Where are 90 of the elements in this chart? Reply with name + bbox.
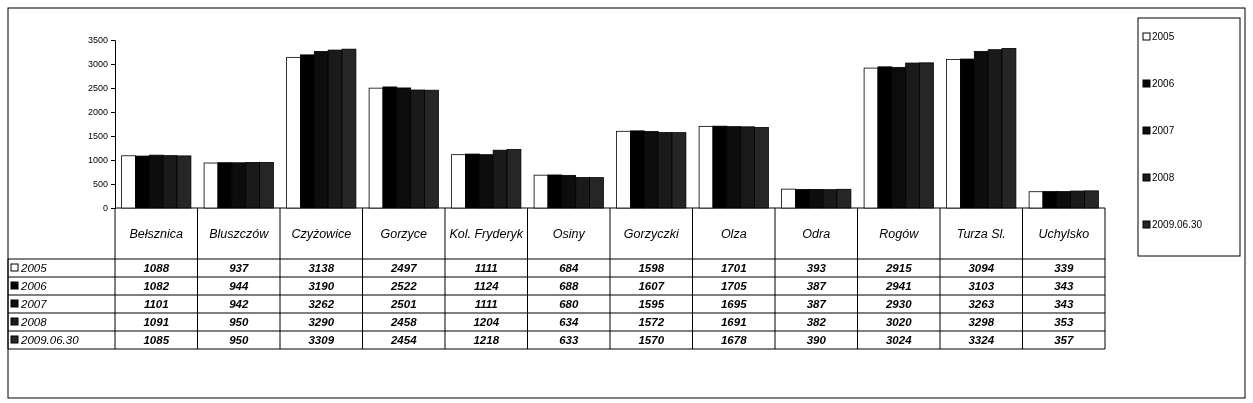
legend-label: 2006 — [1152, 78, 1175, 89]
x-tick-label: Uchylsko — [1038, 227, 1090, 241]
x-tick-label: Rogów — [879, 227, 920, 241]
data-label: 3020 — [885, 316, 913, 328]
data-label: 680 — [559, 298, 579, 310]
data-label: 1101 — [143, 298, 169, 310]
data-label: 343 — [1054, 298, 1074, 310]
data-label: 1598 — [638, 262, 665, 274]
data-label: 3324 — [968, 334, 995, 346]
data-label: 688 — [559, 280, 579, 292]
data-label: 1595 — [638, 298, 665, 310]
text: 2007 — [21, 298, 47, 310]
data-label: 3190 — [308, 280, 335, 292]
data-label: 1701 — [720, 262, 747, 274]
x-tick-label: Gorzyczki — [623, 227, 680, 241]
y-tick-label: 1000 — [87, 155, 108, 166]
data-label: 2497 — [389, 262, 418, 274]
data-label: 1085 — [143, 334, 170, 346]
data-label: 1111 — [474, 298, 498, 310]
data-label: 1572 — [638, 316, 665, 328]
data-label: 387 — [806, 280, 827, 292]
y-tick-label: 1500 — [87, 131, 108, 142]
data-label: 1111 — [474, 262, 498, 274]
x-tick-label: Olza — [720, 227, 747, 241]
data-label: 950 — [229, 334, 249, 346]
data-label: 2941 — [884, 280, 912, 292]
data-label: 1088 — [143, 262, 170, 274]
data-label: 3262 — [308, 298, 335, 310]
legend-label: 2007 — [1152, 125, 1175, 136]
data-label: 1091 — [143, 316, 170, 328]
x-tick-label: Odra — [802, 227, 831, 241]
data-label: 353 — [1054, 316, 1074, 328]
data-label: 393 — [806, 262, 827, 274]
data-label: 3094 — [968, 262, 995, 274]
data-label: 3298 — [968, 316, 995, 328]
data-label: 2930 — [884, 298, 913, 310]
data-label: 1691 — [720, 316, 747, 328]
x-tick-label: Osiny — [552, 227, 586, 241]
y-tick-label: 3500 — [87, 35, 108, 46]
x-tick-label: Kol. Fryderyk — [449, 227, 524, 241]
data-label: 1607 — [638, 280, 665, 292]
data-label: 390 — [806, 334, 827, 346]
legend-label: 2008 — [1152, 172, 1175, 183]
data-label: 1124 — [473, 280, 500, 292]
data-label: 684 — [559, 262, 579, 274]
data-label: 1570 — [638, 334, 665, 346]
x-tick-label: Czyżowice — [291, 227, 352, 241]
data-label: 634 — [559, 316, 579, 328]
text: 2008 — [21, 316, 47, 328]
text: 2009.06.30 — [21, 334, 79, 346]
data-label: 2458 — [389, 316, 418, 328]
legend-label: 2005 — [20, 262, 48, 274]
data-label: 1082 — [143, 280, 170, 292]
data-label: 382 — [806, 316, 827, 328]
x-tick-label: Gorzyce — [380, 227, 428, 241]
x-tick-label: Turza Sl. — [956, 227, 1006, 241]
data-label: 343 — [1054, 280, 1074, 292]
data-label: 942 — [229, 298, 249, 310]
x-tick-label: Bluszczów — [209, 227, 270, 241]
data-label: 3290 — [308, 316, 335, 328]
text: 2005 — [1152, 31, 1175, 42]
data-label: 3138 — [308, 262, 335, 274]
data-label: 944 — [229, 280, 249, 292]
data-label: 937 — [229, 262, 249, 274]
data-label: 3103 — [968, 280, 995, 292]
data-label: 950 — [229, 316, 249, 328]
y-tick-label: 2500 — [87, 83, 108, 94]
data-label: 2454 — [389, 334, 418, 346]
y-tick-label: 2000 — [87, 107, 108, 118]
data-label: 3263 — [968, 298, 995, 310]
data-label: 357 — [1054, 334, 1074, 346]
data-label: 339 — [1054, 262, 1074, 274]
x-tick-label: Bełsznica — [129, 227, 184, 241]
data-label: 1678 — [720, 334, 748, 346]
data-label: 2501 — [389, 298, 417, 310]
data-label: 1705 — [720, 280, 748, 292]
data-label: 3024 — [885, 334, 913, 346]
data-label: 2915 — [884, 262, 913, 274]
y-tick-label: 500 — [92, 179, 108, 190]
y-tick-label: 3000 — [87, 59, 108, 70]
data-label: 2522 — [389, 280, 418, 292]
text: 2006 — [21, 280, 47, 292]
data-label: 633 — [559, 334, 579, 346]
data-label: 1695 — [720, 298, 748, 310]
data-label: 3309 — [308, 334, 335, 346]
data-label: 387 — [806, 298, 827, 310]
legend-label: 2009.06.30 — [1152, 219, 1203, 230]
data-label: 1204 — [473, 316, 500, 328]
data-label: 1218 — [473, 334, 500, 346]
y-tick-label: 0 — [102, 203, 108, 214]
